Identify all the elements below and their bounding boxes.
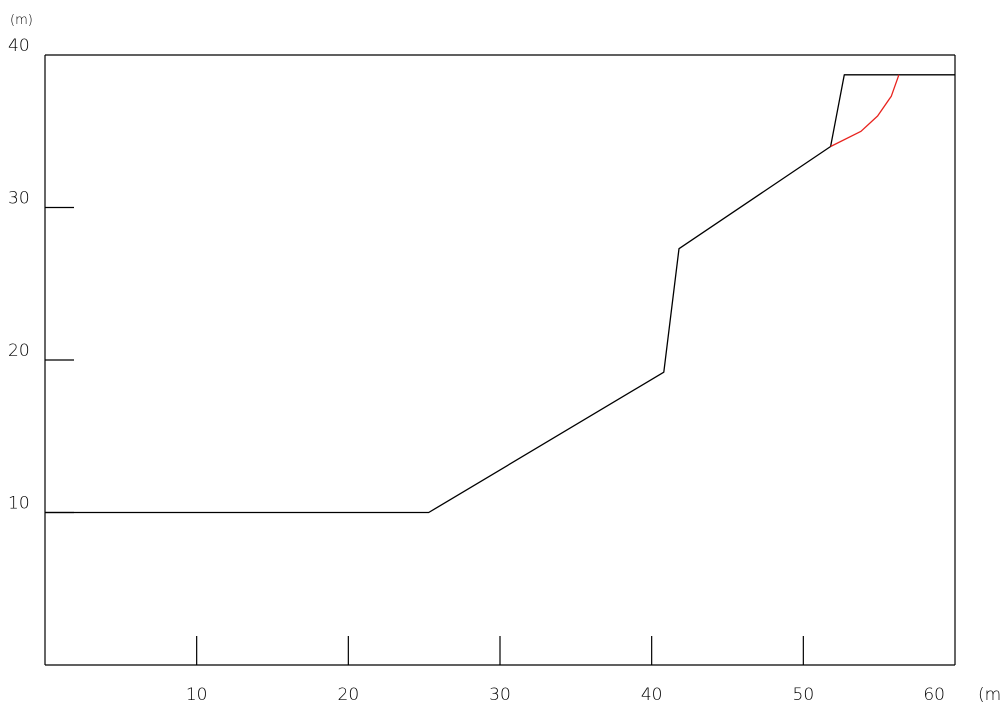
y-axis-unit-label: (m) (10, 13, 33, 28)
x-tick-label: 40 (641, 685, 663, 705)
series-group (45, 74, 955, 514)
y-tick-label: 30 (8, 189, 30, 209)
plot-frame (44, 54, 956, 666)
y-tick-label: 10 (8, 494, 30, 514)
x-axis-unit-label: (m (978, 685, 1001, 705)
y-tick-label: 20 (8, 341, 30, 361)
x-tick-label: 30 (489, 685, 511, 705)
x-axis-ticks: 10 20 30 40 50 60 (186, 636, 945, 705)
x-tick-label: 50 (793, 685, 815, 705)
slip-surface-line (830, 74, 900, 148)
y-axis-ticks: 10 20 30 40 (8, 36, 74, 514)
x-tick-label: 60 (923, 685, 945, 705)
x-tick-label: 10 (186, 685, 208, 705)
y-tick-label: 40 (8, 36, 30, 56)
ground-profile-line (45, 74, 955, 514)
x-tick-label: 20 (338, 685, 360, 705)
